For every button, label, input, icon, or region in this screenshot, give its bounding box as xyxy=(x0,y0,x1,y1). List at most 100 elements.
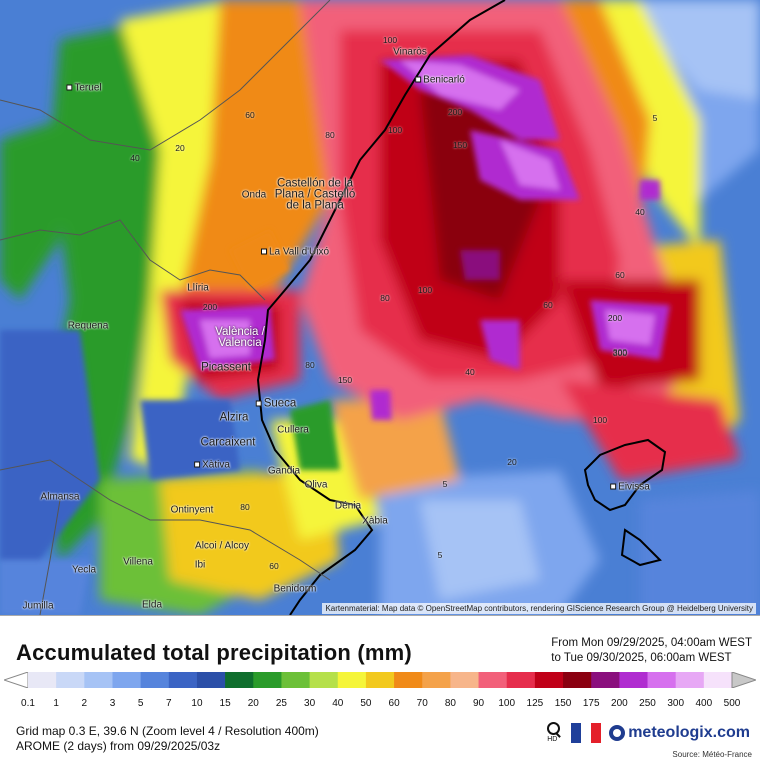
precip-label: 60 xyxy=(269,561,279,571)
scale-tick-label: 200 xyxy=(611,698,628,709)
color-scale-ticks: 0.1 1 2 3 5 7 10 15 20 25 30 40 50 60 70 80 90 100 125 150 1… xyxy=(0,698,760,710)
scale-swatch xyxy=(253,672,282,688)
precip-label: 5 xyxy=(442,479,448,489)
precip-label: 20 xyxy=(507,457,517,467)
precip-label: 300 xyxy=(612,347,628,357)
precip-label: 200 xyxy=(202,302,218,312)
meteologix-brand[interactable]: meteologix.com xyxy=(609,724,750,742)
map-attribution[interactable]: Kartenmaterial: Map data © OpenStreetMap… xyxy=(322,603,756,614)
brand-logo[interactable]: HD meteologix.com xyxy=(547,722,750,744)
precip-label: 200 xyxy=(447,107,463,117)
city-sueca: Sueca xyxy=(255,398,296,410)
scale-swatch xyxy=(675,672,705,688)
scale-tick-label: 1 xyxy=(53,698,59,709)
precip-label: 100 xyxy=(387,125,403,135)
meteologix-logo-icon xyxy=(609,725,626,741)
city-cullera: Cullera xyxy=(277,424,309,436)
precip-label: 150 xyxy=(452,140,468,150)
scale-swatch xyxy=(196,672,226,688)
city-carcaixent: Carcaixent xyxy=(200,436,256,449)
city-xativa: Xàtiva xyxy=(194,460,230,471)
data-source: Source: Météo-France xyxy=(672,750,752,759)
scale-tick-label: 50 xyxy=(360,698,372,709)
scale-swatch xyxy=(534,672,564,688)
scale-min-arrow xyxy=(4,672,29,688)
scale-swatch xyxy=(619,672,649,688)
city-yecla: Yecla xyxy=(71,564,97,576)
scale-swatch xyxy=(168,672,198,688)
scale-swatch xyxy=(112,672,142,688)
scale-swatch xyxy=(394,672,423,688)
city-lliria: Llíria xyxy=(187,282,209,294)
city-elda: Elda xyxy=(141,599,163,611)
scale-swatch xyxy=(422,672,451,688)
city-eivissa: Eivissa xyxy=(610,482,650,493)
map-title: Accumulated total precipitation (mm) xyxy=(16,640,412,665)
hd-search-icon[interactable]: HD xyxy=(547,722,563,744)
precip-label: 80 xyxy=(240,502,250,512)
scale-tick-label: 15 xyxy=(219,698,231,709)
precipitation-map[interactable]: Teruel Vinaròs Benicarló Castellón de la… xyxy=(0,0,760,615)
ibiza-island xyxy=(583,438,667,512)
precip-label: 300 xyxy=(612,348,628,358)
city-la-vall-duixo: La Vall d'Uixó xyxy=(260,247,330,258)
scale-tick-label: 7 xyxy=(166,698,172,709)
scale-tick-label: 400 xyxy=(695,698,713,709)
city-requena: Requena xyxy=(67,320,109,332)
city-onda: Onda xyxy=(241,189,267,201)
precip-label: 150 xyxy=(337,375,353,385)
scale-swatch xyxy=(365,672,395,688)
city-picassent: Picassent xyxy=(201,361,251,374)
scale-tick-label: 175 xyxy=(582,698,600,709)
precip-label: 40 xyxy=(465,367,475,377)
city-valencia: València / Valencia xyxy=(215,326,265,349)
scale-tick-label: 2 xyxy=(81,698,88,709)
france-flag-icon xyxy=(571,723,602,743)
city-villena: Villena xyxy=(123,556,153,568)
color-scale-bar xyxy=(4,672,756,688)
grid-info: Grid map 0.3 E, 39.6 N (Zoom level 4 / R… xyxy=(16,724,319,753)
city-denia: Dénia xyxy=(334,500,362,512)
precip-label: 200 xyxy=(607,313,623,323)
city-alzira: Alzira xyxy=(219,411,249,424)
scale-tick-label: 5 xyxy=(137,698,144,709)
scale-tick-label: 125 xyxy=(526,698,544,709)
formentera-island xyxy=(620,528,662,567)
scale-tick-label: 150 xyxy=(554,698,572,709)
city-xabia: Xàbia xyxy=(362,515,388,527)
precip-label: 60 xyxy=(615,270,625,280)
precip-label: 100 xyxy=(417,285,433,295)
scale-tick-label: 60 xyxy=(388,698,400,709)
scale-swatch xyxy=(56,672,85,688)
scale-tick-label: 300 xyxy=(667,698,685,709)
scale-swatch xyxy=(591,672,620,688)
scale-tick-label: 10 xyxy=(191,698,203,709)
scale-tick-label: 80 xyxy=(444,698,456,709)
city-castellon: Castellón de la Plana / Castelló de la P… xyxy=(274,177,356,212)
scale-tick-label: 40 xyxy=(332,698,344,709)
scale-tick-label: 0.1 xyxy=(21,698,35,709)
city-almansa: Almansa xyxy=(40,491,80,503)
city-gandia: Gandia xyxy=(267,465,301,477)
precip-label: 100 xyxy=(592,415,608,425)
scale-tick-label: 30 xyxy=(304,698,316,709)
precip-label: 20 xyxy=(175,143,185,153)
city-teruel: Teruel xyxy=(66,83,102,94)
scale-swatch xyxy=(84,672,113,688)
city-benicarlo: Benicarló xyxy=(415,75,465,86)
valid-period: From Mon 09/29/2025, 04:00am WEST to Tue… xyxy=(551,637,752,664)
scale-swatch xyxy=(225,672,254,688)
legend-panel: Accumulated total precipitation (mm) Fro… xyxy=(0,615,760,761)
scale-tick-label: 90 xyxy=(472,698,485,709)
scale-tick-label: 250 xyxy=(639,698,656,709)
scale-swatch xyxy=(140,672,170,688)
precip-label: 80 xyxy=(380,293,390,303)
precip-label: 5 xyxy=(437,550,443,560)
scale-swatch xyxy=(309,672,339,688)
scale-tick-label: 500 xyxy=(723,698,741,709)
city-oliva: Oliva xyxy=(304,479,328,491)
precip-label: 80 xyxy=(305,360,315,370)
scale-swatch xyxy=(478,672,508,688)
precip-label: 40 xyxy=(635,207,645,217)
precip-label: 60 xyxy=(543,300,553,310)
